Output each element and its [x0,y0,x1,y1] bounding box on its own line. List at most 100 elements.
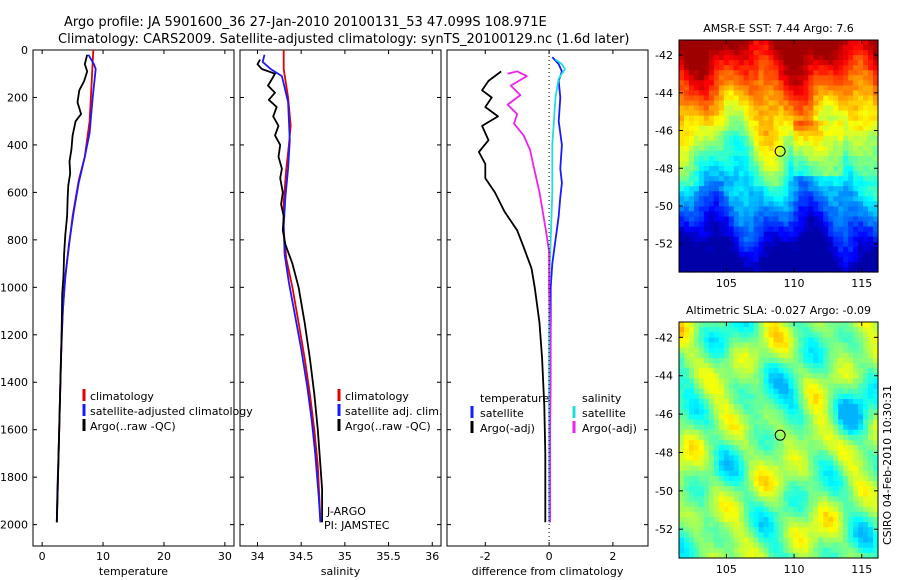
heatmap-cell [803,115,809,122]
heatmap-cell [713,388,720,395]
heatmap-cell [778,186,785,192]
heatmap-cell [748,440,755,446]
heatmap-cell [813,251,819,258]
heatmap-cell [693,537,700,544]
heatmap-cell [768,491,775,498]
legend-header-salinity: salinity [582,392,622,405]
heatmap-cell [683,378,690,385]
heatmap-cell [858,373,864,380]
heatmap-cell [748,481,755,487]
heatmap-cell [698,60,705,66]
heatmap-cell [858,266,864,273]
heatmap-cell [788,40,795,46]
heatmap-cell [848,211,854,218]
heatmap-cell [808,256,814,263]
heatmap-cell [688,236,695,243]
heatmap-cell [843,337,849,344]
heatmap-cell [679,440,685,446]
heatmap-cell [778,135,785,142]
heatmap-cell [763,388,770,395]
heatmap-cell [679,125,685,132]
heatmap-cell [793,481,799,487]
heatmap-cell [863,130,869,137]
heatmap-cell [853,342,859,349]
heatmap-cell [783,486,790,492]
heatmap-cell [843,393,849,400]
heatmap-cell [813,450,819,456]
heatmap-cell [778,211,785,218]
heatmap-cell [718,486,725,492]
heatmap-cell [808,414,814,421]
heatmap-cell [823,241,829,248]
heatmap-cell [863,465,869,472]
heatmap-cell [728,211,735,218]
heatmap-cell [748,378,755,385]
heatmap-cell [813,537,819,544]
heatmap-cell [828,506,834,513]
heatmap-cell [738,65,745,71]
heatmap-cell [683,226,690,233]
heatmap-cell [708,419,715,426]
heatmap-cell [763,501,770,508]
heatmap-cell [763,481,770,487]
heatmap-cell [793,419,799,426]
heatmap-cell [763,332,770,338]
heatmap-cell [803,161,809,167]
heatmap-cell [788,486,795,492]
heatmap-cell [693,191,700,197]
heatmap-cell [793,85,799,92]
legend-entry: satellite [480,407,524,420]
heatmap-cell [843,516,849,523]
heatmap-cell [808,50,814,56]
heatmap-cell [778,511,785,518]
heatmap-cell [813,50,819,56]
heatmap-cell [723,226,730,233]
heatmap-cell [858,120,864,127]
heatmap-cell [818,50,824,56]
heatmap-cell [803,140,809,147]
heatmap-cell [753,506,760,513]
heatmap-cell [713,95,720,102]
heatmap-cell [803,398,809,405]
heatmap-cell [718,266,725,273]
heatmap-cell [743,45,750,51]
heatmap-cell [818,90,824,97]
heatmap-cell [743,261,750,268]
heatmap-cell [748,486,755,492]
heatmap-cell [848,115,854,122]
heatmap-cell [753,100,760,107]
heatmap-cell [753,414,760,421]
heatmap-cell [833,465,839,472]
heatmap-cell [733,516,740,523]
heatmap-cell [683,55,690,61]
heatmap-cell [773,236,780,243]
heatmap-cell [813,191,819,197]
heatmap-cell [743,140,750,147]
heatmap-cell [803,486,809,492]
heatmap-cell [743,100,750,107]
heatmap-cell [778,266,785,273]
heatmap-cell [868,256,874,263]
heatmap-cell [763,60,770,66]
heatmap-cell [833,236,839,243]
heatmap-cell [763,342,770,349]
heatmap-cell [708,404,715,410]
heatmap-cell [703,516,710,523]
heatmap-cell [783,481,790,487]
heatmap-cell [788,552,795,559]
heatmap-cell [693,266,700,273]
heatmap-cell [753,90,760,97]
heatmap-cell [743,221,750,228]
heatmap-cell [773,475,780,482]
heatmap-cell [753,542,760,549]
heatmap-cell [848,85,854,92]
heatmap-cell [833,150,839,157]
heatmap-cell [708,434,715,441]
heatmap-cell [703,231,710,238]
heatmap-cell [693,491,700,498]
heatmap-cell [773,470,780,477]
heatmap-cell [828,409,834,415]
heatmap-cell [803,90,809,97]
heatmap-cell [713,140,720,147]
heatmap-cell [753,70,760,76]
